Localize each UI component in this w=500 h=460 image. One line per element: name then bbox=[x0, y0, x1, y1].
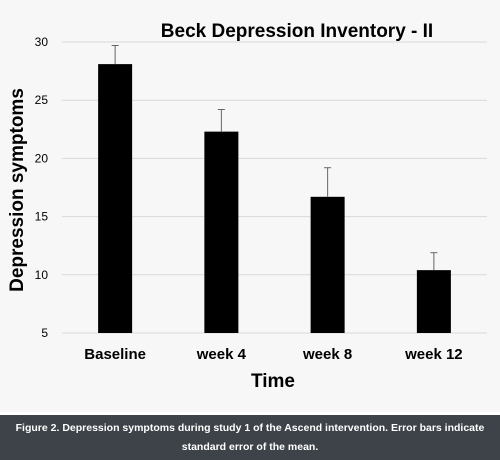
bar-week-12 bbox=[416, 270, 451, 333]
bar-baseline bbox=[98, 64, 133, 333]
error-bars bbox=[111, 44, 438, 271]
bar-week-8 bbox=[310, 196, 345, 333]
error-bar bbox=[324, 167, 332, 197]
error-bar bbox=[430, 252, 438, 271]
figure-caption: Figure 2. Depression symptoms during stu… bbox=[0, 415, 500, 460]
y-tick-label: 15 bbox=[35, 210, 49, 224]
error-bar bbox=[217, 109, 225, 132]
grid-lines bbox=[62, 41, 487, 334]
x-category-label: week 4 bbox=[196, 346, 247, 363]
x-category-label: week 8 bbox=[302, 346, 352, 363]
x-category-labels: Baseline week 4 week 8 week 12 bbox=[84, 346, 462, 363]
y-tick-label: 25 bbox=[35, 93, 49, 107]
chart-area: 5 10 15 20 25 30 Baseline week 4 week 8 week 12 … bbox=[7, 21, 487, 392]
x-category-label: Baseline bbox=[84, 346, 146, 363]
x-axis-title: Time bbox=[251, 371, 295, 392]
chart-title: Beck Depression Inventory - II bbox=[161, 21, 433, 42]
bars bbox=[98, 64, 451, 333]
x-category-label: week 12 bbox=[404, 346, 463, 363]
y-tick-label: 10 bbox=[35, 268, 49, 282]
y-axis-title: Depression symptoms bbox=[7, 88, 28, 292]
y-tick-label: 30 bbox=[35, 35, 49, 49]
bar-week-4 bbox=[204, 131, 239, 333]
y-tick-labels: 5 10 15 20 25 30 bbox=[35, 35, 49, 340]
error-bar bbox=[111, 44, 119, 65]
y-tick-label: 20 bbox=[35, 151, 49, 165]
y-tick-label: 5 bbox=[41, 326, 48, 340]
